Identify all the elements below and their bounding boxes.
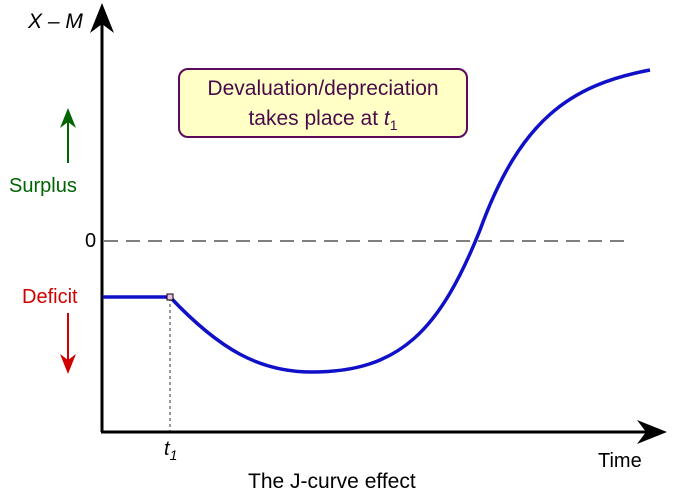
annotation-line2-text: takes place at: [248, 107, 379, 130]
t1-subscript: 1: [169, 447, 178, 463]
annotation-line1: Devaluation/depreciation: [207, 77, 439, 100]
annotation-box: Devaluation/depreciation takes place at …: [178, 68, 468, 138]
t1-marker: [166, 293, 174, 301]
j-curve: [103, 68, 651, 374]
annotation-t: t: [383, 107, 390, 130]
annotation-line2: takes place at t1: [180, 104, 466, 140]
y-axis-label: X – M: [28, 10, 83, 33]
x-axis-label: Time: [598, 450, 642, 472]
caption: The J-curve effect: [248, 470, 416, 493]
zero-label: 0: [85, 230, 97, 252]
t1-label: t1: [164, 438, 177, 463]
deficit-label: Deficit: [22, 286, 78, 308]
annotation-subscript: 1: [389, 117, 398, 134]
t1-text: t: [164, 438, 170, 460]
surplus-label: Surplus: [9, 175, 77, 197]
